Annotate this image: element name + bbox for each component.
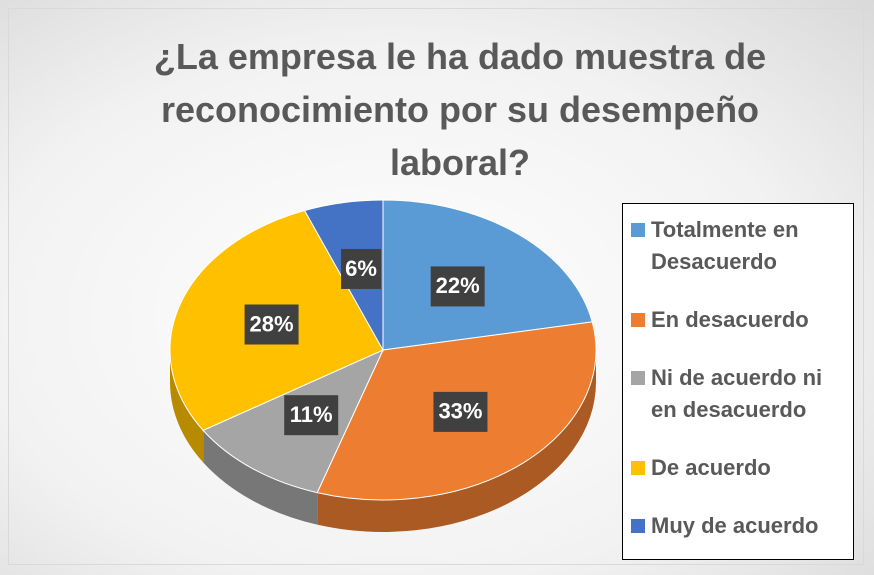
legend-swatch [631,313,645,327]
legend-label: En desacuerdo [651,307,809,332]
data-label: 22% [436,273,480,298]
slice-side [203,430,318,525]
legend-item: Muy de acuerdo [631,510,847,542]
legend-label: De acuerdo [651,455,771,480]
legend-swatch [631,519,645,533]
data-label: 28% [250,311,294,336]
legend-swatch [631,461,645,475]
data-label-box [430,266,485,307]
legend-item: De acuerdo [631,452,847,484]
legend-item: En desacuerdo [631,304,847,336]
data-label-box [433,391,488,432]
legend-item: Ni de acuerdo ni en desacuerdo [631,362,847,426]
data-label-box [284,395,339,436]
data-label: 11% [290,402,333,427]
data-label: 33% [438,399,482,424]
data-label-box [244,304,299,345]
legend-label: Muy de acuerdo [651,513,819,538]
legend-label: Ni de acuerdo ni en desacuerdo [651,365,823,422]
data-label: 6% [345,256,377,281]
legend: Totalmente en Desacuerdo En desacuerdo Ni … [622,203,854,560]
data-label-box [341,248,382,289]
legend-swatch [631,223,645,237]
slice-side [317,350,596,532]
legend-label: Totalmente en Desacuerdo [651,217,799,274]
legend-swatch [631,371,645,385]
slice [382,199,593,351]
legend-item: Totalmente en Desacuerdo [631,214,847,278]
slice-side [170,350,204,463]
chart-frame [8,8,864,565]
chart-title: ¿La empresa le ha dado muestra de recono… [153,36,767,183]
